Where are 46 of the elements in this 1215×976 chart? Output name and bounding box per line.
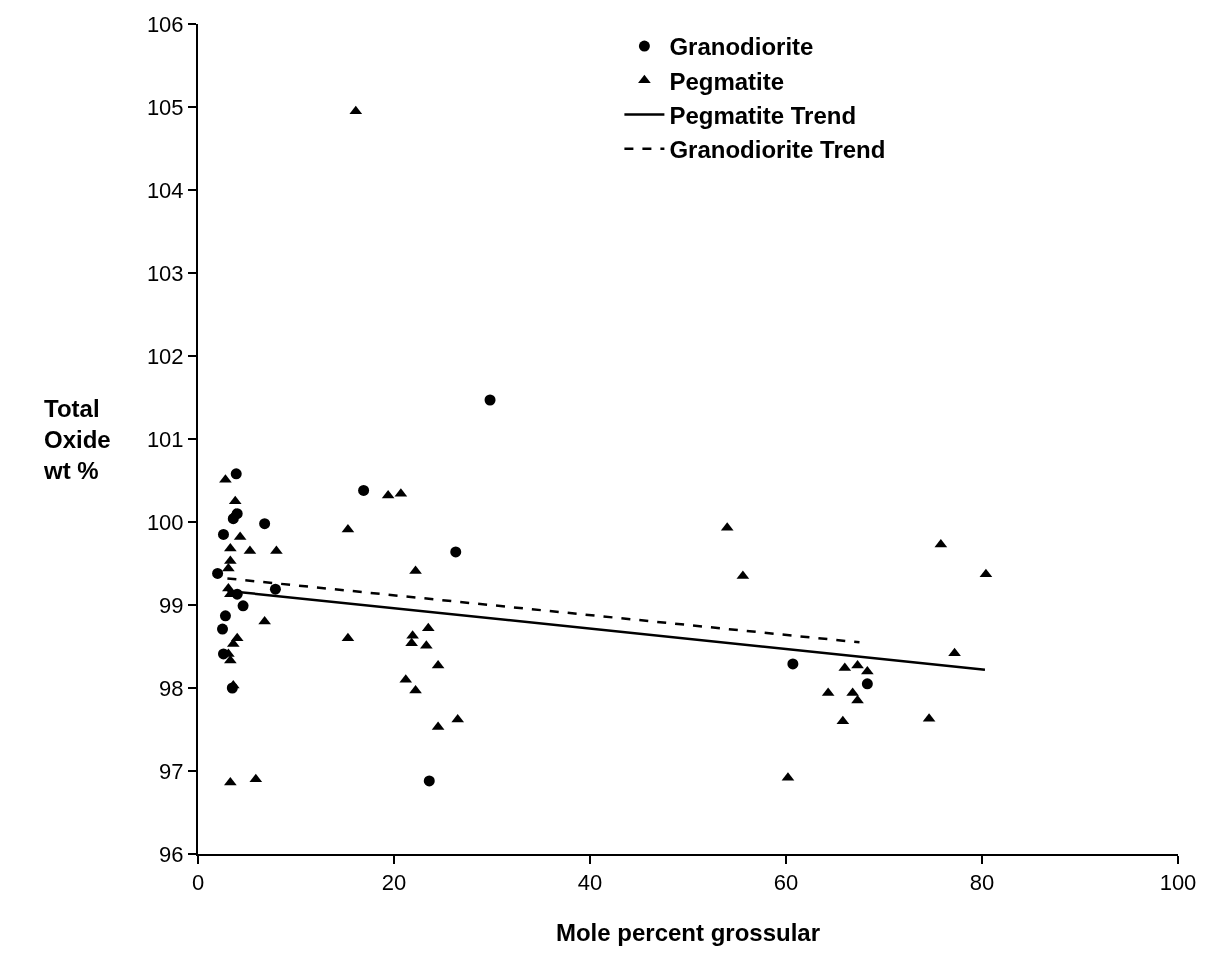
- point: [409, 684, 422, 694]
- point: [381, 489, 395, 499]
- point: [787, 658, 799, 670]
- point: [861, 678, 873, 690]
- x-tick-label: 40: [577, 870, 603, 896]
- y-tick-label: 98: [159, 675, 184, 701]
- y-tick-label: 97: [159, 758, 184, 784]
- y-tick-label: 105: [146, 94, 184, 120]
- x-tick-label: 60: [773, 870, 799, 896]
- x-tick-label: 0: [191, 870, 205, 896]
- y-axis-title: Total Oxide wt %: [43, 395, 111, 485]
- point: [237, 600, 249, 612]
- point: [358, 484, 370, 496]
- x-tick-label: 100: [1159, 870, 1197, 896]
- y-tick-label: 102: [146, 343, 184, 369]
- y-tick-label: 103: [146, 260, 184, 286]
- legend-label: Pegmatite Trend: [669, 101, 857, 129]
- x-axis-title: Mole percent grossular: [555, 919, 821, 947]
- x-tick-label: 20: [381, 870, 407, 896]
- legend-label: Pegmatite: [669, 67, 785, 95]
- point: [212, 567, 224, 579]
- legend-label: Granodiorite Trend: [669, 136, 886, 164]
- y-tick-label: 104: [146, 177, 184, 203]
- point: [934, 538, 948, 548]
- point: [269, 583, 281, 595]
- point: [423, 775, 435, 787]
- point: [484, 394, 496, 406]
- y-tick-label: 99: [159, 592, 184, 618]
- point: [860, 665, 874, 675]
- y-tick-label: 106: [146, 11, 184, 37]
- point: [217, 528, 229, 540]
- point: [341, 523, 355, 533]
- point: [230, 468, 242, 480]
- point: [851, 694, 864, 704]
- point: [979, 568, 993, 578]
- x-tick-label: 80: [969, 870, 995, 896]
- point: [450, 546, 462, 558]
- point: [249, 773, 263, 783]
- y-tick-label: 101: [146, 426, 184, 452]
- y-tick-label: 96: [159, 841, 184, 867]
- legend-label: Granodiorite: [669, 33, 814, 61]
- point: [259, 518, 271, 530]
- point: [217, 623, 228, 635]
- point: [222, 562, 235, 572]
- y-tick-label: 100: [146, 509, 184, 535]
- point: [219, 610, 231, 622]
